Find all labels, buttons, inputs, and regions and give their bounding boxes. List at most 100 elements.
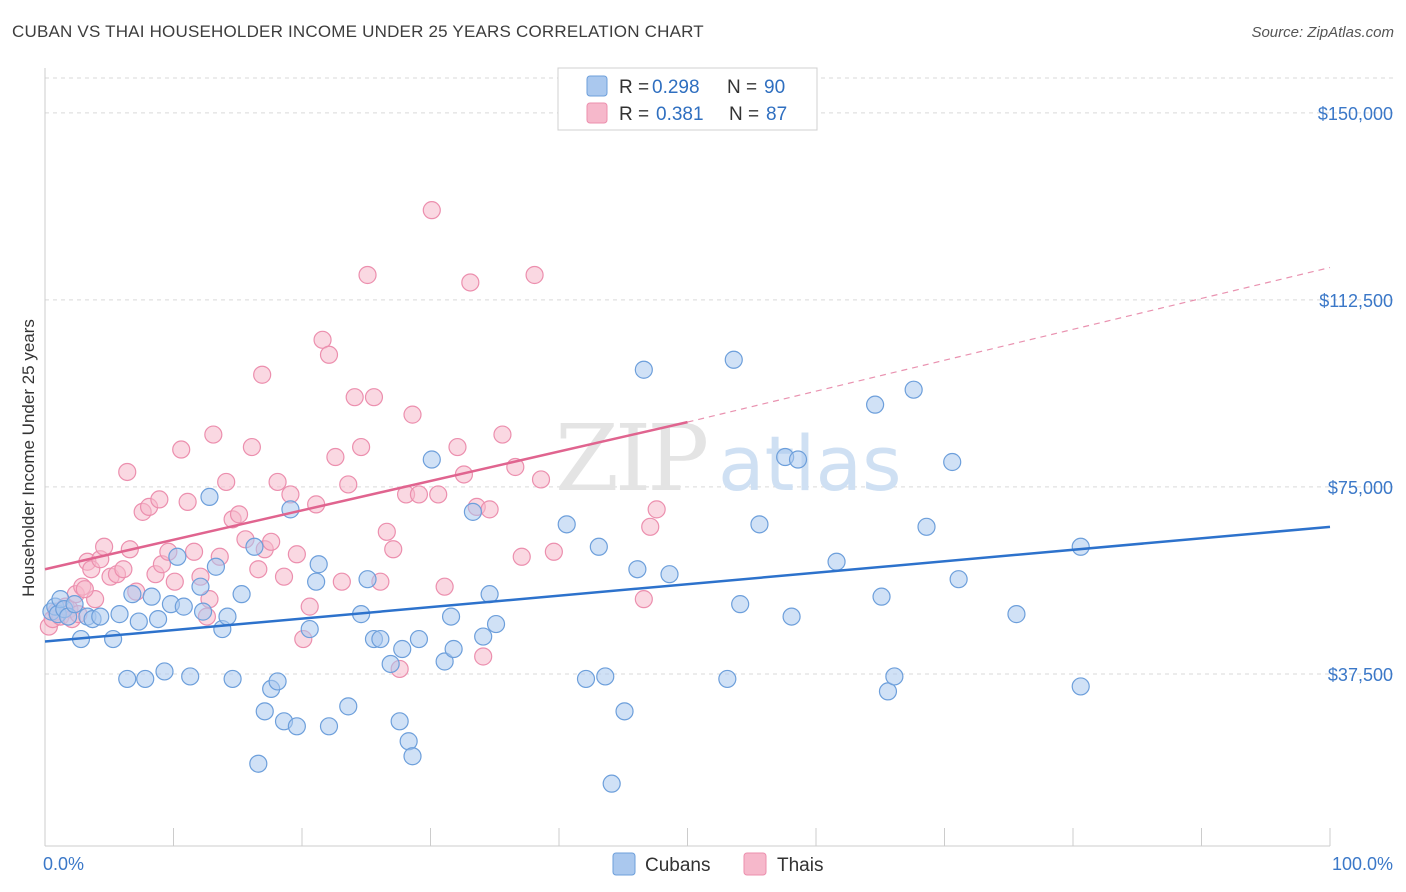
legend-r-label-2: R = bbox=[619, 104, 649, 125]
thai-point-49 bbox=[300, 597, 319, 616]
thai-point-82 bbox=[634, 590, 653, 609]
thai-point-83 bbox=[641, 517, 660, 536]
cuban-point-85 bbox=[917, 517, 936, 536]
thai-point-79 bbox=[525, 265, 544, 285]
cuban-point-68 bbox=[615, 702, 634, 721]
cuban-point-24 bbox=[191, 577, 210, 596]
cuban-point-12 bbox=[110, 605, 129, 624]
thai-point-33 bbox=[204, 425, 223, 444]
thai-point-86 bbox=[75, 580, 94, 599]
cuban-point-69 bbox=[628, 560, 647, 579]
cuban-point-67 bbox=[602, 774, 621, 793]
cuban-point-80 bbox=[866, 395, 885, 414]
cuban-point-17 bbox=[142, 587, 161, 606]
thai-point-17 bbox=[118, 462, 137, 482]
cuban-point-11 bbox=[104, 629, 123, 649]
source-label: Source: ZipAtlas.com bbox=[1251, 24, 1394, 41]
thai-point-57 bbox=[352, 437, 371, 457]
thai-point-29 bbox=[184, 542, 204, 561]
cuban-point-48 bbox=[371, 629, 390, 649]
thai-point-76 bbox=[493, 425, 512, 444]
axes bbox=[44, 68, 1331, 847]
legend: R = 0.298 N = 90 R = 0.381 N = 87 bbox=[557, 67, 818, 131]
legend-n-value-1: 90 bbox=[764, 77, 785, 98]
cuban-point-81 bbox=[872, 587, 891, 606]
legend-r-value-1: 0.298 bbox=[652, 77, 700, 98]
thai-point-45 bbox=[274, 567, 294, 586]
thai-point-75 bbox=[480, 500, 499, 519]
cuban-point-25 bbox=[193, 602, 213, 621]
bottom-legend-swatch-cubans bbox=[612, 852, 636, 876]
trend-lines bbox=[44, 266, 1331, 643]
legend-swatch-cubans bbox=[586, 75, 608, 97]
thai-point-39 bbox=[242, 437, 261, 457]
cuban-point-31 bbox=[232, 585, 251, 604]
watermark-zip: ZIP bbox=[555, 405, 706, 512]
thai-point-37 bbox=[229, 505, 249, 524]
cuban-point-75 bbox=[750, 515, 769, 534]
thai-point-56 bbox=[345, 388, 364, 407]
cuban-point-39 bbox=[287, 717, 306, 736]
cuban-point-44 bbox=[339, 697, 358, 716]
cuban-point-73 bbox=[724, 350, 743, 369]
thai-point-35 bbox=[217, 472, 236, 492]
y-tick-label-3: $150,000 bbox=[1318, 104, 1393, 124]
x-tick-label-0: 0.0% bbox=[43, 854, 84, 874]
cuban-point-52 bbox=[399, 732, 418, 751]
cuban-point-66 bbox=[596, 667, 615, 686]
cuban-point-89 bbox=[1071, 537, 1090, 556]
cuban-point-65 bbox=[589, 537, 608, 556]
cuban-point-72 bbox=[718, 669, 737, 689]
bottom-legend-swatch-thais bbox=[743, 852, 767, 876]
cuban-point-53 bbox=[403, 747, 422, 766]
cuban-point-83 bbox=[885, 667, 904, 686]
cuban-point-23 bbox=[181, 667, 200, 686]
thai-point-67 bbox=[422, 201, 441, 220]
legend-swatch-thais bbox=[586, 102, 608, 124]
cuban-point-90 bbox=[1071, 677, 1090, 696]
y-tick-labels: $37,500 $75,000 $112,500 $150,000 bbox=[1318, 104, 1393, 685]
thai-point-55 bbox=[339, 475, 358, 494]
thai-point-54 bbox=[332, 572, 351, 591]
y-tick-label-2: $112,500 bbox=[1319, 291, 1393, 311]
cuban-point-36 bbox=[268, 672, 287, 691]
cuban-point-82 bbox=[878, 682, 898, 701]
cuban-point-79 bbox=[827, 552, 846, 571]
y-axis-label: Householder Income Under 25 years bbox=[19, 319, 38, 597]
cuban-point-51 bbox=[393, 639, 412, 659]
cuban-point-15 bbox=[129, 612, 148, 631]
watermark: ZIP atlas bbox=[555, 405, 902, 512]
thai-point-16 bbox=[114, 560, 133, 579]
cuban-point-60 bbox=[474, 627, 493, 646]
thai-point-59 bbox=[364, 388, 384, 407]
cuban-point-49 bbox=[381, 654, 400, 674]
cuban-point-74 bbox=[731, 595, 750, 614]
thai-point-41 bbox=[253, 365, 272, 384]
cuban-point-46 bbox=[358, 570, 377, 589]
bottom-legend-cubans: Cubans bbox=[645, 855, 711, 876]
cuban-point-84 bbox=[904, 380, 923, 399]
cuban-point-77 bbox=[788, 450, 808, 469]
cuban-point-16 bbox=[136, 669, 155, 689]
cuban-point-41 bbox=[307, 572, 326, 591]
watermark-atlas: atlas bbox=[718, 419, 902, 508]
thai-point-69 bbox=[435, 577, 454, 596]
cuban-point-63 bbox=[557, 515, 576, 534]
legend-n-value-2: 87 bbox=[766, 104, 787, 125]
legend-n-label-1: N = bbox=[727, 77, 757, 98]
cuban-point-19 bbox=[155, 662, 174, 681]
thai-point-61 bbox=[377, 522, 396, 541]
cuban-point-57 bbox=[441, 607, 461, 626]
cuban-point-56 bbox=[435, 652, 454, 671]
cuban-point-21 bbox=[168, 547, 187, 566]
thai-point-44 bbox=[268, 472, 287, 492]
thai-point-27 bbox=[172, 440, 191, 459]
x-tick-labels: 0.0% 100.0% bbox=[43, 854, 1393, 874]
cuban-point-43 bbox=[319, 717, 339, 736]
cuban-point-64 bbox=[576, 669, 596, 689]
thai-point-84 bbox=[647, 500, 666, 519]
thai-point-70 bbox=[448, 437, 467, 457]
cuban-point-40 bbox=[300, 619, 319, 639]
cuban-point-18 bbox=[148, 609, 168, 629]
